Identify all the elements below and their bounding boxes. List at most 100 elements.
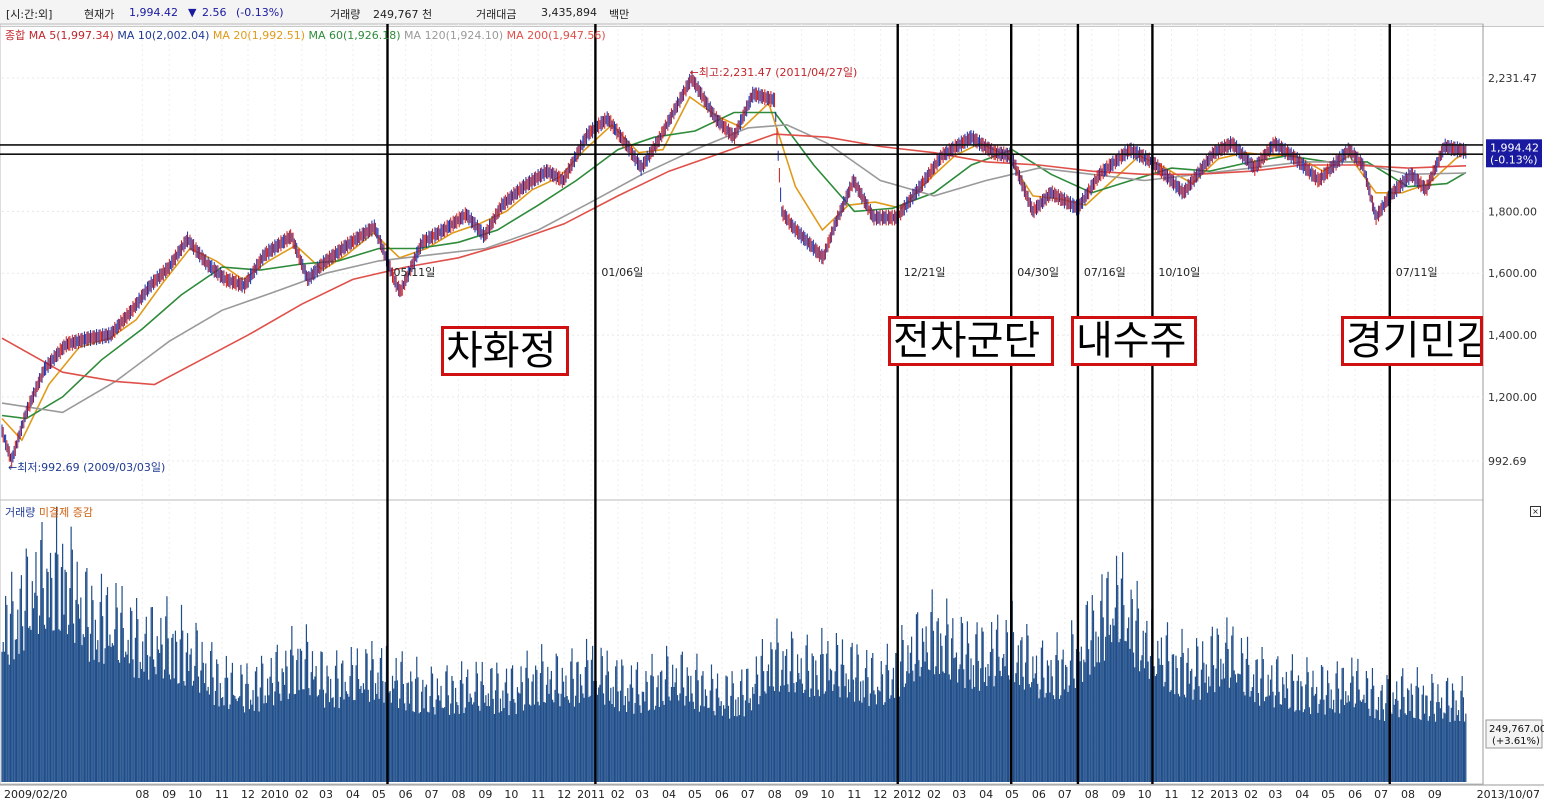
volume-label: 거래량 xyxy=(330,8,361,21)
event-date-label: 07/11일 xyxy=(1396,265,1438,279)
event-date-label: 05/11일 xyxy=(393,265,435,279)
x-tick-label: 04 xyxy=(1295,788,1309,801)
x-tick-label: 05 xyxy=(372,788,386,801)
x-tick-label: 11 xyxy=(1164,788,1178,801)
y-tick-label: 1,200.00 xyxy=(1488,391,1537,404)
x-tick-label: 04 xyxy=(346,788,360,801)
annotation-jeonchagundan: 전차군단 xyxy=(888,316,1054,366)
x-tick-label: 08 xyxy=(135,788,149,801)
index-name[interactable]: [시:간:외] xyxy=(6,8,53,21)
volume-legend-label: 거래량 xyxy=(5,506,36,519)
x-tick-label: 2012 xyxy=(893,788,921,801)
x-tick-label: 07 xyxy=(741,788,755,801)
x-tick-label: 12 xyxy=(241,788,255,801)
x-tick-label: 10 xyxy=(1138,788,1152,801)
x-end-label: 2013/10/07 xyxy=(1477,788,1540,801)
y-tick-label: 2,231.47 xyxy=(1488,72,1537,85)
x-tick-label: 08 xyxy=(768,788,782,801)
legend-item: MA 200(1,947.56) xyxy=(503,29,606,42)
annotation-naesuju: 내수주 xyxy=(1071,316,1197,366)
x-tick-label: 02 xyxy=(927,788,941,801)
volume-current-label: 249,767.00 xyxy=(1489,724,1544,735)
price-change: 2.56 xyxy=(202,6,227,19)
x-tick-label: 09 xyxy=(162,788,176,801)
ma-line-ma120 xyxy=(1,123,1467,414)
annotation-chahwajeong: 차화정 xyxy=(441,326,569,376)
x-tick-label: 12 xyxy=(557,788,571,801)
legend-item: MA 60(1,926.18) xyxy=(304,29,401,42)
volume-value: 249,767 천 xyxy=(373,8,433,21)
x-tick-label: 02 xyxy=(295,788,309,801)
x-tick-label: 09 xyxy=(795,788,809,801)
x-tick-label: 12 xyxy=(1190,788,1204,801)
event-date-label: 10/10일 xyxy=(1158,265,1200,279)
x-tick-label: 09 xyxy=(478,788,492,801)
ma-line-ma200 xyxy=(1,133,1467,386)
y-tick-label: 1,600.00 xyxy=(1488,267,1537,280)
x-tick-label: 2013 xyxy=(1210,788,1238,801)
x-tick-label: 06 xyxy=(1032,788,1046,801)
legend-item: MA 5(1,997.34) xyxy=(28,29,114,42)
y-tick-label: 1,800.00 xyxy=(1488,205,1537,218)
x-tick-label: 07 xyxy=(1058,788,1072,801)
x-tick-label: 06 xyxy=(715,788,729,801)
event-date-label: 01/06일 xyxy=(601,265,643,279)
x-tick-label: 05 xyxy=(688,788,702,801)
x-tick-label: 05 xyxy=(1005,788,1019,801)
legend-series-label: 종합 xyxy=(5,29,26,42)
open-interest-label: 미결제 증감 xyxy=(38,506,93,519)
price-label: 현재가 xyxy=(84,8,115,21)
x-tick-label: 06 xyxy=(1348,788,1362,801)
volume-legend: 거래량 미결제 증감 xyxy=(5,504,93,520)
x-tick-label: 07 xyxy=(1374,788,1388,801)
change-arrow-icon: ▼ xyxy=(188,6,197,19)
high-marker-label: ←최고:2,231.47 (2011/04/27일) xyxy=(690,65,858,79)
x-tick-label: 08 xyxy=(1401,788,1415,801)
x-tick-label: 08 xyxy=(452,788,466,801)
x-tick-label: 02 xyxy=(1244,788,1258,801)
x-tick-label: 10 xyxy=(504,788,518,801)
ma-legend: 종합 MA 5(1,997.34) MA 10(2,002.04) MA 20(… xyxy=(5,27,606,43)
volume-current-pct: (+3.61%) xyxy=(1492,736,1540,747)
x-tick-label: 05 xyxy=(1321,788,1335,801)
event-date-label: 04/30일 xyxy=(1017,265,1059,279)
x-tick-label: 11 xyxy=(531,788,545,801)
x-tick-label: 03 xyxy=(952,788,966,801)
x-tick-label: 03 xyxy=(635,788,649,801)
x-tick-label: 12 xyxy=(873,788,887,801)
x-tick-label: 03 xyxy=(319,788,333,801)
x-tick-label: 11 xyxy=(215,788,229,801)
x-tick-label: 10 xyxy=(821,788,835,801)
header-bar: [시:간:외] 현재가 1,994.42 ▼ 2.56 (-0.13%) 거래량… xyxy=(0,0,1544,27)
x-tick-label: 08 xyxy=(1085,788,1099,801)
low-marker-label: ←최저:992.69 (2009/03/03일) xyxy=(8,460,165,474)
x-tick-label: 03 xyxy=(1268,788,1282,801)
x-start-label: 2009/02/20 xyxy=(4,788,67,801)
x-tick-label: 11 xyxy=(847,788,861,801)
x-tick-label: 04 xyxy=(662,788,676,801)
close-icon[interactable]: × xyxy=(1530,506,1541,517)
trade-value-unit: 백만 xyxy=(609,8,630,21)
x-tick-label: 09 xyxy=(1112,788,1126,801)
price-change-pct: (-0.13%) xyxy=(236,6,284,19)
legend-item: MA 10(2,002.04) xyxy=(113,29,210,42)
current-value-label: 1,994.42 xyxy=(1490,141,1539,154)
event-date-label: 07/16일 xyxy=(1084,265,1126,279)
x-tick-label: 10 xyxy=(188,788,202,801)
x-tick-label: 06 xyxy=(399,788,413,801)
current-price: 1,994.42 xyxy=(129,6,178,19)
volume-value-box xyxy=(1485,719,1543,749)
x-tick-label: 2011 xyxy=(577,788,605,801)
y-tick-label: 1,400.00 xyxy=(1488,329,1537,342)
x-tick-label: 02 xyxy=(611,788,625,801)
event-date-label: 12/21일 xyxy=(904,265,946,279)
x-tick-label: 04 xyxy=(979,788,993,801)
trade-value-label: 거래대금 xyxy=(476,8,517,21)
x-tick-label: 2010 xyxy=(261,788,289,801)
y-tick-label: 992.69 xyxy=(1488,455,1527,468)
annotation-gyeonggiminam: 경기민감 xyxy=(1341,316,1483,366)
legend-item: MA 20(1,992.51) xyxy=(209,29,305,42)
ma-line-ma60 xyxy=(1,111,1467,420)
current-value-box xyxy=(1486,139,1542,168)
